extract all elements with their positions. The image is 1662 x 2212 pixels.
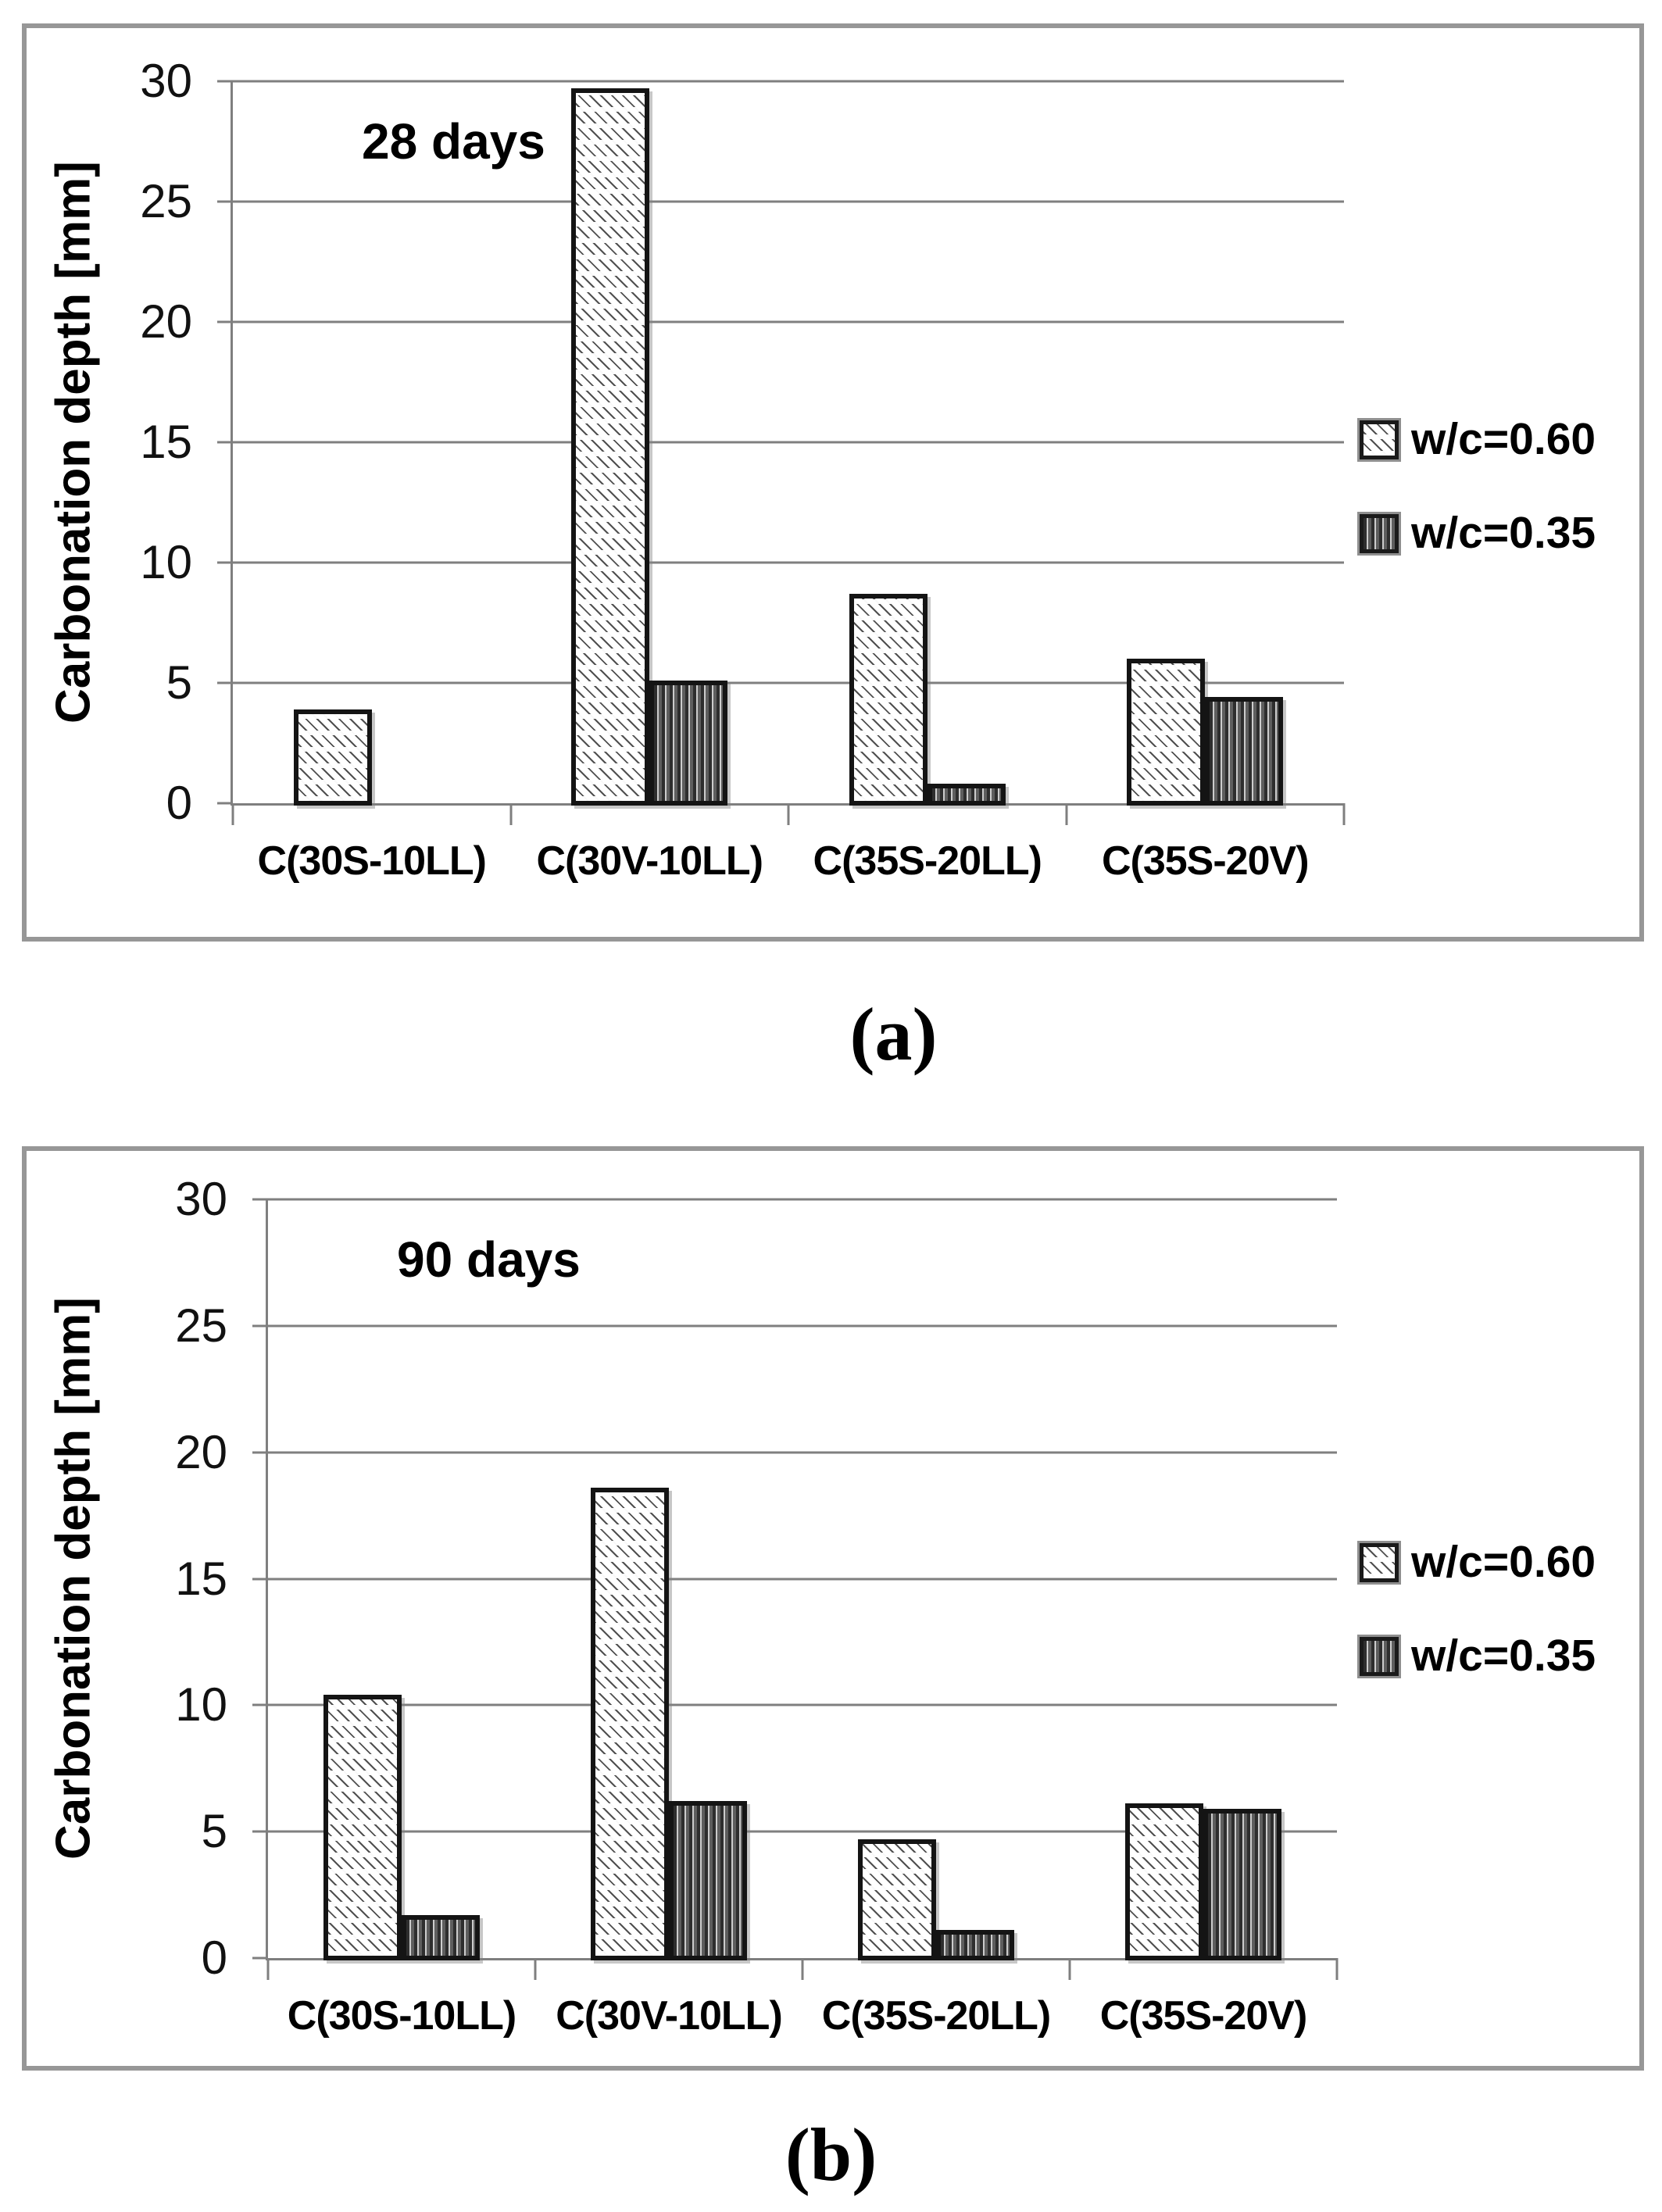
legend-label: w/c=0.35 [1411,1631,1596,1681]
x-tick-mark [1065,803,1067,825]
legend-label: w/c=0.35 [1411,508,1596,558]
bar [669,1801,747,1960]
y-tick-mark [252,1956,268,1960]
y-tick-label: 0 [166,777,192,829]
y-tick-label: 10 [140,536,192,589]
gridline [233,80,1344,83]
plot-area-b: 90 days 0 5 10 15 20 25 30 C(30S-10LL) C(30V-10L… [175,1176,1339,2039]
y-tick-mark [217,200,233,203]
y-tick-label: 25 [140,175,192,227]
category-label: C(30S-10LL) [287,1993,516,2039]
category-label: C(30S-10LL) [257,838,487,884]
y-tick-label: 10 [175,1678,227,1731]
y-axis-title: Carbonation depth [mm] [46,161,101,724]
bar [1127,659,1206,806]
y-tick-label: 20 [140,295,192,348]
gridline [233,200,1344,203]
legend-swatch-vertical-stripe-icon [1357,1634,1401,1678]
y-tick-mark [252,1578,268,1580]
gridline [268,1578,1337,1580]
gridline [233,561,1344,564]
chart-a-panel: Carbonation depth [mm] 28 days 0 5 10 15 20 2… [22,23,1644,942]
bar [858,1839,936,1960]
legend-entry-wc035: w/c=0.35 [1357,1631,1596,1681]
y-tick-label: 30 [140,55,192,107]
x-tick-mark [509,803,512,825]
legend-label: w/c=0.60 [1411,1537,1596,1587]
figure-caption-b: (b) [785,2113,877,2196]
y-tick-mark [252,1830,268,1833]
category-label: C(30V-10LL) [536,838,763,884]
category-label: C(35S-20LL) [821,1993,1051,2039]
y-tick-mark [252,1324,268,1328]
x-tick-mark [787,803,790,825]
x-tick-mark [1335,1958,1339,1980]
bar [649,680,728,806]
y-tick-mark [217,80,233,83]
y-tick-mark [252,1198,268,1201]
y-tick-label: 5 [166,656,192,709]
age-annotation: 28 days [362,113,545,170]
gridline [268,1451,1337,1454]
bar [927,784,1006,806]
y-tick-label: 25 [175,1299,227,1352]
x-tick-mark [534,1958,537,1980]
y-axis-title: Carbonation depth [mm] [46,1297,101,1860]
legend-swatch-diagonal-hatch-icon [1357,417,1401,462]
x-tick-mark [1342,803,1346,825]
y-tick-label: 5 [201,1805,227,1858]
category-label: C(30V-10LL) [556,1993,783,2039]
bar [293,709,372,806]
bar [936,1930,1014,1960]
x-tick-mark [1068,1958,1071,1980]
figure-caption-a: (a) [849,992,938,1076]
y-tick-mark [217,320,233,323]
gridline [233,441,1344,444]
gridline [233,681,1344,684]
y-tick-label: 30 [175,1173,227,1225]
y-tick-mark [217,561,233,564]
bar [323,1695,402,1960]
bar [1205,697,1284,806]
y-tick-mark [217,802,233,805]
bar [591,1487,669,1960]
gridline [268,1830,1337,1833]
legend-entry-wc060: w/c=0.60 [1357,1537,1596,1587]
x-tick-mark [266,1958,270,1980]
y-tick-label: 15 [175,1552,227,1605]
x-tick-mark [801,1958,804,1980]
legend-swatch-vertical-stripe-icon [1357,511,1401,556]
y-tick-label: 0 [201,1931,227,1984]
gridline [233,320,1344,323]
y-tick-label: 15 [140,416,192,468]
plot-area-a: 28 days 0 5 10 15 20 25 30 C(30S-10LL) C(30V-10L… [140,58,1346,884]
y-tick-mark [252,1703,268,1706]
y-tick-mark [217,681,233,684]
gridline [268,1198,1337,1201]
bar [1203,1808,1281,1960]
age-annotation: 90 days [397,1231,581,1288]
bar [402,1914,480,1960]
bar [571,88,650,806]
chart-b-panel: Carbonation depth [mm] 90 days 0 5 10 15 20 2… [22,1146,1644,2071]
category-label: C(35S-20LL) [813,838,1042,884]
y-tick-mark [217,441,233,444]
bar [1125,1803,1203,1960]
gridline [268,1324,1337,1328]
x-tick-mark [231,803,234,825]
category-label: C(35S-20V) [1099,1993,1308,2039]
legend-entry-wc060: w/c=0.60 [1357,414,1596,464]
legend-entry-wc035: w/c=0.35 [1357,508,1596,558]
bar [849,593,928,806]
legend-label: w/c=0.60 [1411,414,1596,464]
y-tick-mark [252,1451,268,1454]
legend-swatch-diagonal-hatch-icon [1357,1540,1401,1585]
gridline [268,1703,1337,1706]
y-tick-label: 20 [175,1425,227,1478]
category-label: C(35S-20V) [1101,838,1310,884]
